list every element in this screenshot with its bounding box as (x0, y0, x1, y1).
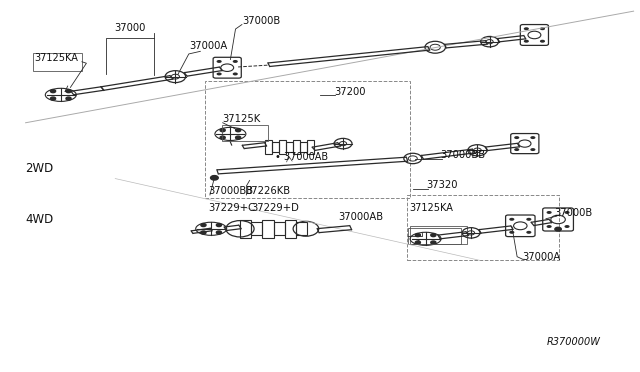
Bar (262, 220, 274, 238)
Text: • 37000AB: • 37000AB (275, 152, 328, 162)
Circle shape (236, 129, 241, 132)
Circle shape (51, 97, 56, 100)
Bar (279, 140, 286, 154)
Circle shape (431, 241, 436, 244)
Text: 37320: 37320 (426, 180, 458, 190)
Circle shape (564, 211, 570, 214)
Text: 37000A: 37000A (522, 252, 561, 262)
Circle shape (540, 27, 545, 30)
Bar (285, 220, 296, 238)
Circle shape (509, 218, 515, 221)
Circle shape (201, 231, 206, 234)
Text: 37000A: 37000A (189, 41, 227, 51)
Circle shape (201, 224, 206, 227)
Circle shape (216, 73, 221, 76)
Text: 37125K: 37125K (223, 113, 261, 124)
Text: 37125KA: 37125KA (410, 203, 454, 213)
Text: R370000W: R370000W (547, 337, 600, 347)
Bar (296, 222, 307, 235)
Circle shape (555, 227, 561, 231)
Circle shape (540, 40, 545, 43)
Circle shape (514, 136, 519, 139)
Circle shape (431, 234, 436, 237)
Bar (265, 140, 272, 154)
Circle shape (211, 176, 218, 180)
Text: 37000BB: 37000BB (440, 150, 486, 160)
Circle shape (524, 40, 529, 43)
Circle shape (526, 231, 531, 234)
Circle shape (51, 90, 56, 93)
Circle shape (216, 60, 221, 63)
Circle shape (524, 27, 529, 30)
Bar (307, 140, 314, 154)
Circle shape (531, 136, 536, 139)
Circle shape (220, 129, 225, 132)
Text: 37200: 37200 (335, 87, 366, 97)
Bar (252, 222, 262, 235)
Circle shape (415, 241, 420, 244)
Bar (286, 142, 292, 152)
Text: 37000AB: 37000AB (338, 212, 383, 222)
Circle shape (547, 225, 552, 228)
Bar (240, 220, 252, 238)
Bar (272, 142, 279, 152)
Circle shape (66, 97, 71, 100)
Circle shape (509, 231, 515, 234)
Text: 37226KB: 37226KB (246, 186, 291, 196)
Circle shape (564, 225, 570, 228)
Text: 37229+C: 37229+C (208, 203, 255, 213)
Bar (408, 228, 461, 244)
Circle shape (216, 224, 221, 227)
Bar (410, 226, 467, 244)
Circle shape (547, 211, 552, 214)
Circle shape (233, 73, 238, 76)
Circle shape (66, 90, 71, 93)
Text: 37125KA: 37125KA (35, 53, 79, 63)
Text: 2WD: 2WD (26, 162, 54, 175)
Bar (33, 53, 82, 71)
Circle shape (415, 234, 420, 237)
Text: 37000B: 37000B (242, 16, 280, 26)
Text: 37229+D: 37229+D (251, 203, 299, 213)
Circle shape (220, 136, 225, 139)
Text: 37000B: 37000B (554, 208, 593, 218)
Circle shape (216, 231, 221, 234)
Bar (274, 222, 285, 235)
Text: 4WD: 4WD (26, 213, 54, 226)
Text: 37000BB: 37000BB (208, 186, 253, 196)
Circle shape (526, 218, 531, 221)
Circle shape (233, 60, 238, 63)
Bar (407, 195, 559, 260)
Bar (292, 140, 300, 154)
Circle shape (514, 148, 519, 151)
Bar (205, 81, 410, 198)
Text: 37000: 37000 (114, 23, 145, 33)
Circle shape (236, 136, 241, 139)
Bar (222, 125, 268, 141)
Circle shape (531, 148, 536, 151)
Bar (300, 142, 307, 152)
